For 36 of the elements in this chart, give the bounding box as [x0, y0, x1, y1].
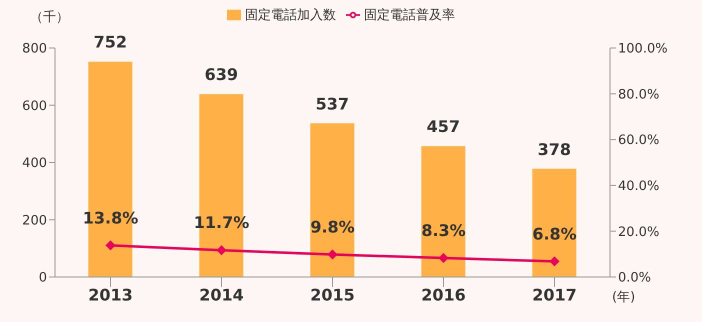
- y-axis-title: （千）: [30, 9, 69, 26]
- x-tick-label: 2014: [199, 285, 244, 304]
- x-tick-label: 2013: [88, 285, 133, 304]
- legend-label: 固定電話加入数: [245, 8, 336, 23]
- bar: [421, 146, 466, 277]
- y-tick-label: 0: [38, 270, 47, 286]
- y2-tick-label: 60.0%: [618, 133, 660, 148]
- point: [216, 245, 226, 256]
- x-tick-label: 2015: [310, 285, 355, 304]
- data-label: 639: [204, 65, 238, 84]
- y2-tick-label: 20.0%: [618, 224, 660, 240]
- point: [438, 252, 448, 263]
- point: [550, 256, 560, 266]
- bar: [532, 168, 576, 277]
- y-tick-label: 600: [22, 98, 47, 114]
- y2-tick-label: 100.0%: [618, 42, 668, 57]
- data-label: 9.8%: [310, 218, 355, 237]
- x-tick-label: 2017: [532, 285, 577, 304]
- legend-label: 固定電話普及率: [364, 8, 455, 23]
- x-tick-label: 2016: [421, 285, 466, 304]
- y2-tick-label: 40.0%: [618, 179, 660, 194]
- data-label: 457: [426, 117, 460, 136]
- point: [106, 240, 116, 250]
- y-tick-label: 400: [22, 156, 47, 172]
- y2-tick-label: 80.0%: [618, 87, 660, 102]
- y-tick-label: 200: [22, 213, 47, 228]
- x-axis-title: (年): [612, 289, 636, 306]
- data-label: 537: [316, 94, 350, 114]
- point: [328, 250, 338, 260]
- data-label: 378: [538, 140, 572, 159]
- data-label: 8.3%: [421, 220, 466, 240]
- data-label: 752: [94, 32, 128, 52]
- bar: [310, 123, 354, 277]
- data-label: 6.8%: [532, 224, 577, 244]
- y2-tick-label: 0.0%: [618, 270, 652, 286]
- y-tick-label: 800: [22, 42, 47, 57]
